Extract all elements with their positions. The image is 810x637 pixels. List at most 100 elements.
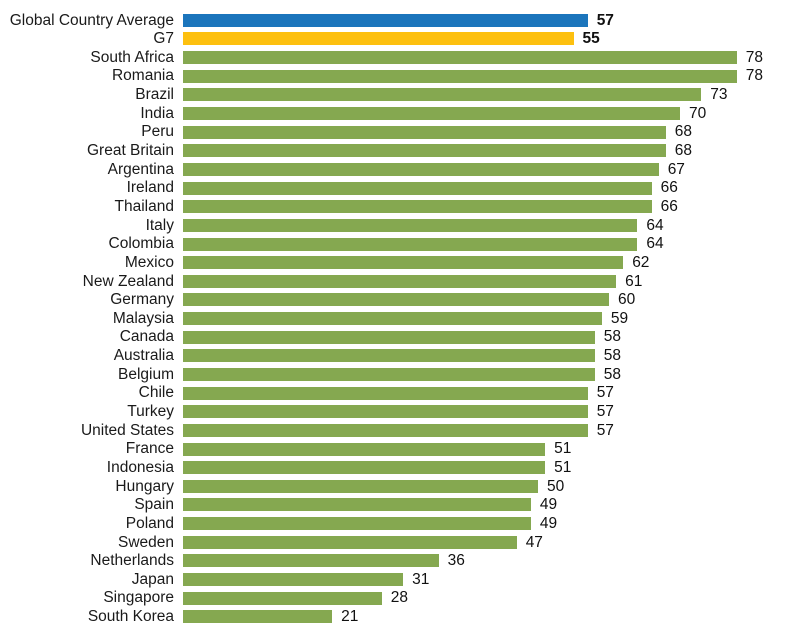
bar (183, 107, 680, 121)
bar (183, 88, 702, 102)
category-label: Romania (111, 67, 174, 85)
bar-row: Canada 58 (0, 328, 810, 347)
bar-track: 55 (183, 31, 810, 46)
bar-row: Peru 68 (0, 123, 810, 142)
bar-track: 57 (183, 421, 810, 439)
value-label: 58 (603, 328, 622, 346)
bar-row: Great Britain 68 (0, 141, 810, 160)
category-label: Brazil (135, 86, 174, 104)
category-label: Thailand (114, 197, 174, 215)
bar-row: Chile 57 (0, 384, 810, 403)
bar (183, 200, 652, 214)
value-label: 64 (646, 216, 664, 234)
value-label: 68 (674, 123, 693, 141)
bar (183, 349, 595, 363)
category-label: Colombia (108, 235, 174, 253)
bar-track: 78 (183, 50, 810, 65)
bar-track: 64 (183, 216, 810, 234)
bar-track: 58 (183, 347, 810, 365)
bar-row: Netherlands 36 (0, 552, 810, 571)
bar-track: 67 (183, 160, 810, 178)
value-label: 70 (689, 104, 707, 122)
bar (183, 274, 617, 288)
value-label: 67 (667, 160, 685, 178)
bar (183, 330, 595, 344)
bar (183, 218, 638, 232)
bar-row: Sweden 47 (0, 533, 810, 552)
bar (183, 386, 588, 400)
bar-row: Hungary 50 (0, 477, 810, 496)
category-label: France (125, 440, 174, 458)
bar (183, 237, 638, 251)
bar-track: 73 (183, 87, 810, 102)
bar-row: Argentina 67 (0, 160, 810, 179)
bar-row: Belgium 58 (0, 365, 810, 384)
bar (183, 517, 531, 531)
bar-row: Malaysia 59 (0, 309, 810, 328)
bar (183, 69, 737, 83)
bar-track: 61 (183, 272, 810, 290)
bar-track: 50 (183, 477, 810, 495)
bar (183, 51, 737, 65)
value-label: 57 (596, 11, 614, 29)
category-label: Malaysia (112, 309, 174, 327)
bar (183, 573, 404, 587)
category-label: New Zealand (82, 272, 174, 290)
bar-track: 68 (183, 143, 810, 158)
category-label: Argentina (107, 160, 174, 178)
bar (183, 591, 382, 605)
bar-track: 66 (183, 179, 810, 197)
bar-row: New Zealand 61 (0, 272, 810, 291)
value-label: 50 (547, 477, 565, 495)
value-label: 58 (603, 365, 622, 383)
value-label: 66 (660, 197, 678, 215)
bar (183, 293, 609, 307)
bar-track: 57 (183, 385, 810, 400)
value-label: 58 (603, 347, 622, 365)
bar-track: 68 (183, 123, 810, 141)
bar-row: Singapore 28 (0, 589, 810, 608)
category-label: South Korea (87, 608, 174, 626)
category-label: Indonesia (106, 458, 174, 476)
bar-row: Romania 78 (0, 67, 810, 86)
value-label: 57 (596, 421, 614, 439)
bar-track: 57 (183, 403, 810, 421)
value-label: 49 (539, 496, 558, 514)
category-label: Netherlands (90, 552, 174, 570)
bar (183, 610, 333, 624)
value-label: 61 (625, 272, 643, 290)
bar-row: France 51 (0, 440, 810, 459)
category-label: G7 (153, 30, 174, 48)
value-label: 36 (447, 552, 465, 570)
value-label: 21 (341, 608, 359, 626)
bar-row: Italy 64 (0, 216, 810, 235)
bar-rows-container: Global Country Average 57 G7 55 South Africa… (0, 11, 810, 626)
bar (183, 367, 595, 381)
bar (183, 461, 546, 475)
category-label: Japan (131, 570, 174, 588)
bar-row: South Korea 21 (0, 608, 810, 627)
bar-row: Colombia 64 (0, 235, 810, 254)
category-label: Sweden (117, 533, 174, 551)
bar-row: Thailand 66 (0, 197, 810, 216)
bar-row: India 70 (0, 104, 810, 123)
bar-track: 36 (183, 552, 810, 570)
bar-track: 51 (183, 460, 810, 475)
category-label: Italy (145, 216, 174, 234)
bar-track: 58 (183, 328, 810, 346)
bar (183, 125, 666, 139)
category-label: Spain (134, 496, 174, 514)
bar-row: Spain 49 (0, 496, 810, 515)
bar-row: G7 55 (0, 30, 810, 49)
value-label: 57 (596, 403, 614, 421)
value-label: 66 (660, 179, 678, 197)
bar-track: 51 (183, 441, 810, 456)
category-label: Ireland (126, 179, 174, 197)
bar (183, 32, 574, 46)
category-label: Chile (138, 384, 174, 402)
value-label: 64 (646, 235, 664, 253)
bar (183, 13, 588, 27)
value-label: 31 (412, 570, 430, 588)
bar-track: 21 (183, 608, 810, 626)
